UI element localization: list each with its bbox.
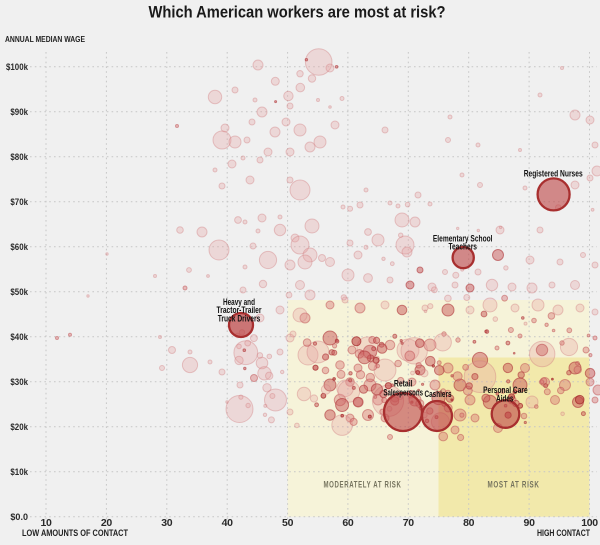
- svg-text:$60k: $60k: [10, 242, 28, 253]
- svg-text:$70k: $70k: [10, 197, 28, 208]
- svg-text:Personal Care: Personal Care: [483, 385, 528, 395]
- svg-text:$100k: $100k: [6, 62, 29, 73]
- svg-text:50: 50: [282, 517, 294, 529]
- svg-text:$20k: $20k: [10, 422, 28, 433]
- svg-text:Salespersons: Salespersons: [383, 387, 423, 397]
- svg-text:Elementary School: Elementary School: [433, 233, 493, 243]
- svg-text:40: 40: [222, 517, 234, 529]
- svg-text:$40k: $40k: [10, 332, 28, 343]
- svg-text:$30k: $30k: [10, 377, 28, 388]
- svg-text:80: 80: [463, 517, 475, 529]
- svg-text:Tractor-Trailer: Tractor-Trailer: [217, 305, 262, 315]
- svg-text:Truck Drivers: Truck Drivers: [218, 313, 261, 323]
- svg-text:90: 90: [524, 517, 536, 529]
- svg-text:10: 10: [40, 517, 52, 529]
- svg-text:100: 100: [581, 517, 598, 529]
- svg-text:60: 60: [342, 517, 354, 529]
- svg-text:Heavy and: Heavy and: [223, 297, 255, 307]
- svg-text:Teachers: Teachers: [448, 242, 477, 252]
- svg-text:MODERATELY AT RISK: MODERATELY AT RISK: [324, 480, 402, 491]
- svg-text:$80k: $80k: [10, 152, 28, 163]
- svg-text:Cashiers: Cashiers: [425, 389, 452, 399]
- svg-text:Retail: Retail: [394, 378, 413, 388]
- svg-text:Aides: Aides: [496, 393, 513, 403]
- svg-text:MOST AT RISK: MOST AT RISK: [488, 480, 540, 491]
- svg-text:$90k: $90k: [10, 107, 28, 118]
- svg-text:$10k: $10k: [10, 467, 28, 478]
- svg-text:Which American workers are mos: Which American workers are most at risk?: [149, 4, 446, 22]
- svg-text:LOW AMOUNTS OF CONTACT: LOW AMOUNTS OF CONTACT: [22, 528, 128, 538]
- svg-text:70: 70: [403, 517, 415, 529]
- svg-text:$0.0: $0.0: [10, 512, 28, 523]
- svg-text:$50k: $50k: [10, 287, 28, 298]
- svg-text:Registered Nurses: Registered Nurses: [524, 169, 583, 179]
- svg-text:20: 20: [101, 517, 113, 529]
- svg-text:ANNUAL MEDIAN WAGE: ANNUAL MEDIAN WAGE: [5, 35, 85, 44]
- svg-text:HIGH CONTACT: HIGH CONTACT: [537, 528, 590, 538]
- svg-text:30: 30: [161, 517, 173, 529]
